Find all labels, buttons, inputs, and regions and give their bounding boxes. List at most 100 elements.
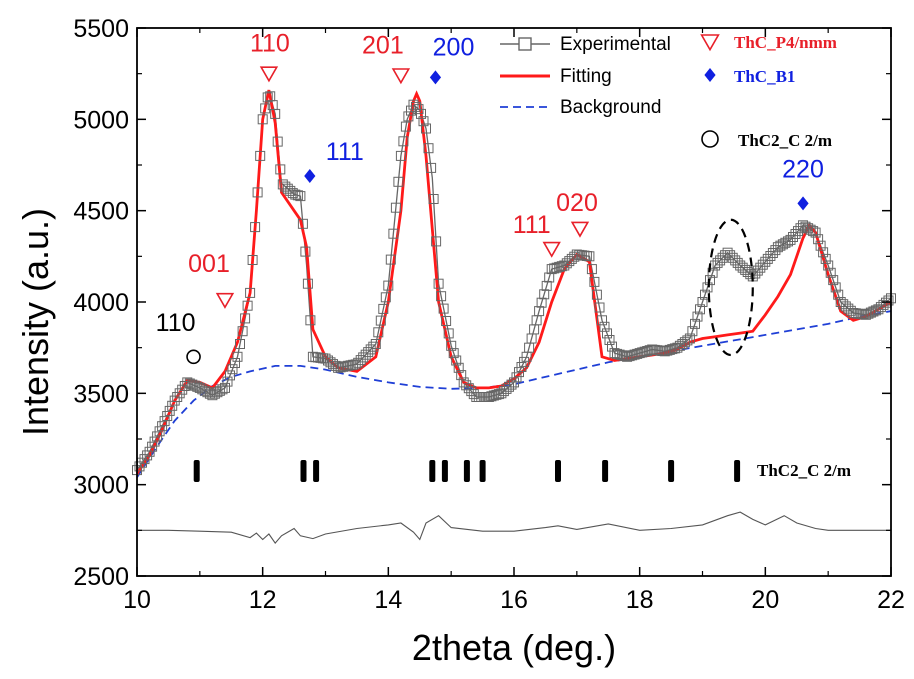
peak-label-1: 110 (250, 30, 290, 58)
experimental-point-marker (292, 190, 303, 201)
experimental-point-marker (599, 321, 610, 332)
peak-label-8: 220 (782, 155, 824, 183)
experimental-point-marker (368, 341, 379, 352)
experimental-point-marker (541, 280, 552, 291)
experimental-point-marker (594, 302, 605, 313)
experimental-point-marker (461, 380, 472, 391)
experimental-point-marker (232, 351, 243, 362)
experimental-point-marker (667, 344, 678, 355)
experimental-point-marker (436, 291, 447, 302)
experimental-point-marker (705, 275, 715, 286)
x-tick-label-6: 22 (877, 586, 905, 614)
y-tick-label-2: 3500 (73, 380, 129, 408)
experimental-point-marker (823, 260, 834, 271)
experimental-point-marker (551, 262, 562, 273)
y-tick-label-6: 5500 (73, 15, 129, 43)
experimental-point-marker (760, 256, 771, 267)
experimental-point-marker (240, 313, 251, 324)
experimental-point-marker (365, 344, 376, 355)
experimental-point-marker (144, 446, 155, 457)
peak-marker-p4nmm-2 (391, 68, 411, 85)
x-tick-label-4: 18 (626, 586, 654, 614)
experimental-point-marker (164, 405, 175, 416)
experimental-point-marker (275, 164, 286, 175)
experimental-point-marker (270, 108, 281, 119)
peak-marker-c2m-5 (186, 349, 201, 365)
experimental-point-marker (516, 362, 527, 372)
experimental-point-marker (154, 426, 165, 437)
bragg-tick-9 (668, 460, 675, 482)
experimental-point-marker (612, 348, 622, 359)
experimental-point-marker (687, 326, 698, 337)
y-tick-label-0: 2500 (73, 563, 129, 591)
experimental-point-marker (813, 234, 824, 245)
experimental-point-marker (825, 267, 836, 278)
bragg-tick-0 (193, 460, 200, 482)
experimental-point-marker (225, 370, 235, 381)
peak-marker-p4nmm-7 (570, 221, 590, 238)
peak-marker-b1-3 (429, 70, 442, 85)
experimental-point-marker (149, 436, 160, 447)
bragg-tick-4 (441, 460, 448, 482)
experimental-point-marker (157, 421, 168, 432)
experimental-point-marker (159, 416, 170, 427)
experimental-point-marker (604, 335, 615, 345)
experimental-point-marker (554, 261, 565, 272)
experimental-point-marker (421, 123, 431, 134)
experimental-point-marker (539, 289, 550, 300)
experimental-point-marker (448, 348, 459, 359)
experimental-point-marker (883, 295, 894, 306)
experimental-point-marker (456, 370, 467, 381)
bragg-tick-10 (734, 460, 741, 482)
experimental-point-marker (446, 340, 457, 351)
experimental-point-marker (815, 240, 826, 251)
experimental-point-marker (431, 236, 442, 247)
bragg-tick-6 (479, 460, 486, 482)
x-tick-label-3: 16 (500, 586, 528, 614)
experimental-point-marker (810, 227, 821, 238)
experimental-point-marker (152, 431, 163, 442)
experimental-point-marker (250, 222, 261, 233)
legend-label-b1: ThC_B1 (734, 67, 795, 86)
legend-b1-symbol (704, 68, 716, 82)
experimental-point-marker (220, 382, 230, 393)
experimental-point-marker (245, 287, 256, 298)
experimental-point-marker (418, 116, 429, 127)
experimental-point-marker (519, 356, 530, 367)
experimental-point-marker (438, 303, 449, 314)
experimental-point-marker (378, 303, 389, 314)
experimental-point-marker (509, 377, 519, 388)
experimental-point-marker (252, 187, 263, 198)
experimental-point-marker (257, 114, 268, 125)
legend-p4nmm-symbol (700, 34, 720, 52)
experimental-point-marker (828, 275, 839, 286)
legend-label-p4nmm: ThC_P4/nmm (734, 33, 837, 52)
bragg-tick-3 (429, 460, 436, 482)
experimental-point-marker (395, 150, 406, 161)
experimental-point-marker (400, 121, 411, 132)
peak-label-7: 020 (556, 189, 598, 217)
experimental-point-marker (403, 111, 414, 122)
experimental-point-marker (242, 300, 253, 311)
peak-label-6: 111 (513, 211, 551, 239)
experimental-point-marker (707, 267, 718, 278)
experimental-point-marker (451, 355, 462, 366)
y-tick-label-1: 3000 (73, 472, 129, 500)
experimental-point-marker (692, 311, 703, 322)
experimental-point-marker (453, 362, 464, 373)
experimental-point-marker (162, 411, 173, 421)
experimental-point-marker (302, 278, 313, 289)
experimental-point-marker (416, 108, 426, 119)
experimental-point-marker (222, 376, 233, 387)
x-tick-label-0: 10 (123, 586, 151, 614)
experimental-point-marker (383, 280, 394, 291)
experimental-point-marker (690, 318, 700, 329)
experimental-point-marker (602, 328, 612, 339)
experimental-point-marker (363, 347, 374, 358)
experimental-point-marker (458, 377, 469, 388)
experimental-point-marker (247, 255, 258, 265)
series-background-line (136, 310, 892, 478)
experimental-point-marker (272, 136, 283, 147)
